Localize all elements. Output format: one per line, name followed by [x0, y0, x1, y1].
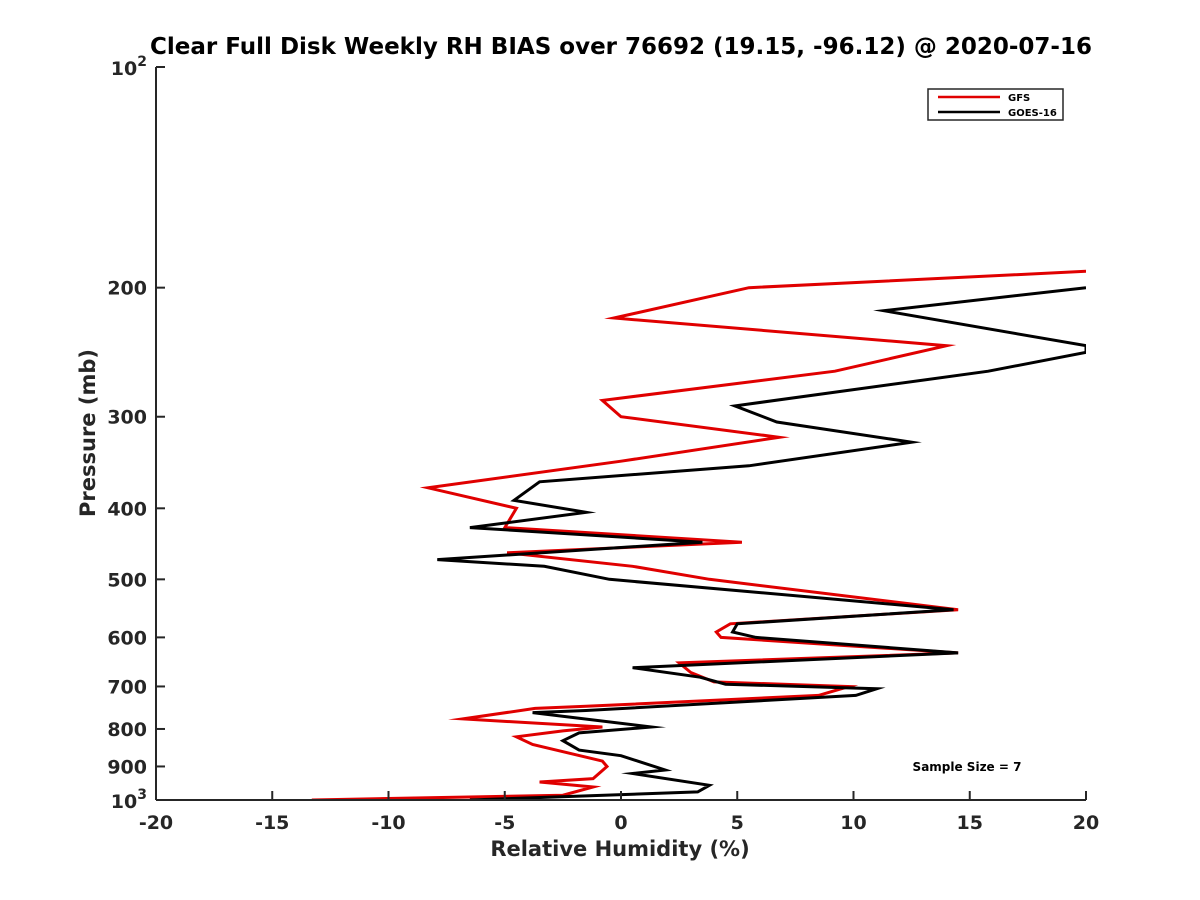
y-tick-exponent: 3 — [137, 787, 147, 803]
y-tick-label: 700 — [107, 676, 147, 698]
chart-title: Clear Full Disk Weekly RH BIAS over 7669… — [150, 34, 1092, 60]
plot-area — [156, 67, 1086, 800]
series-line-goes-16 — [437, 286, 1086, 800]
y-tick-label: 900 — [107, 756, 147, 778]
sample-size-annotation: Sample Size = 7 — [913, 760, 1022, 774]
y-tick-label: 800 — [107, 719, 147, 741]
x-tick-label: -10 — [371, 812, 405, 834]
series-layer — [311, 269, 1086, 800]
y-tick-label: 400 — [107, 498, 147, 520]
legend-box — [927, 88, 1064, 121]
x-tick-label: -15 — [255, 812, 289, 834]
legend: GFS GOES-16 — [927, 88, 1064, 121]
plot-background — [156, 67, 1086, 800]
x-tick-label: -20 — [139, 812, 173, 834]
y-tick-base: 10 — [111, 791, 137, 813]
x-tick-label: 0 — [614, 812, 627, 834]
axes-layer: -20 -15 -10 -5 0 5 10 15 20102200300400500600700… — [107, 54, 1099, 834]
y-tick-label: 600 — [107, 627, 147, 649]
x-tick-label: -5 — [494, 812, 515, 834]
x-tick-label: 15 — [957, 812, 983, 834]
y-tick-label: 300 — [107, 407, 147, 429]
y-tick-label-power: 103 — [111, 787, 147, 813]
x-axis-label: Relative Humidity (%) — [490, 837, 749, 861]
y-tick-label: 200 — [107, 278, 147, 300]
x-tick-label: 20 — [1073, 812, 1099, 834]
y-axis-label: Pressure (mb) — [76, 349, 100, 517]
y-tick-base: 10 — [111, 58, 137, 80]
y-tick-label-power: 102 — [111, 54, 147, 80]
legend-label-goes-16: GOES-16 — [1008, 108, 1057, 119]
x-tick-label: 10 — [840, 812, 866, 834]
x-tick-label: 5 — [731, 812, 744, 834]
y-tick-exponent: 2 — [137, 54, 147, 70]
legend-label-gfs: GFS — [1008, 93, 1030, 104]
y-tick-label: 500 — [107, 569, 147, 591]
